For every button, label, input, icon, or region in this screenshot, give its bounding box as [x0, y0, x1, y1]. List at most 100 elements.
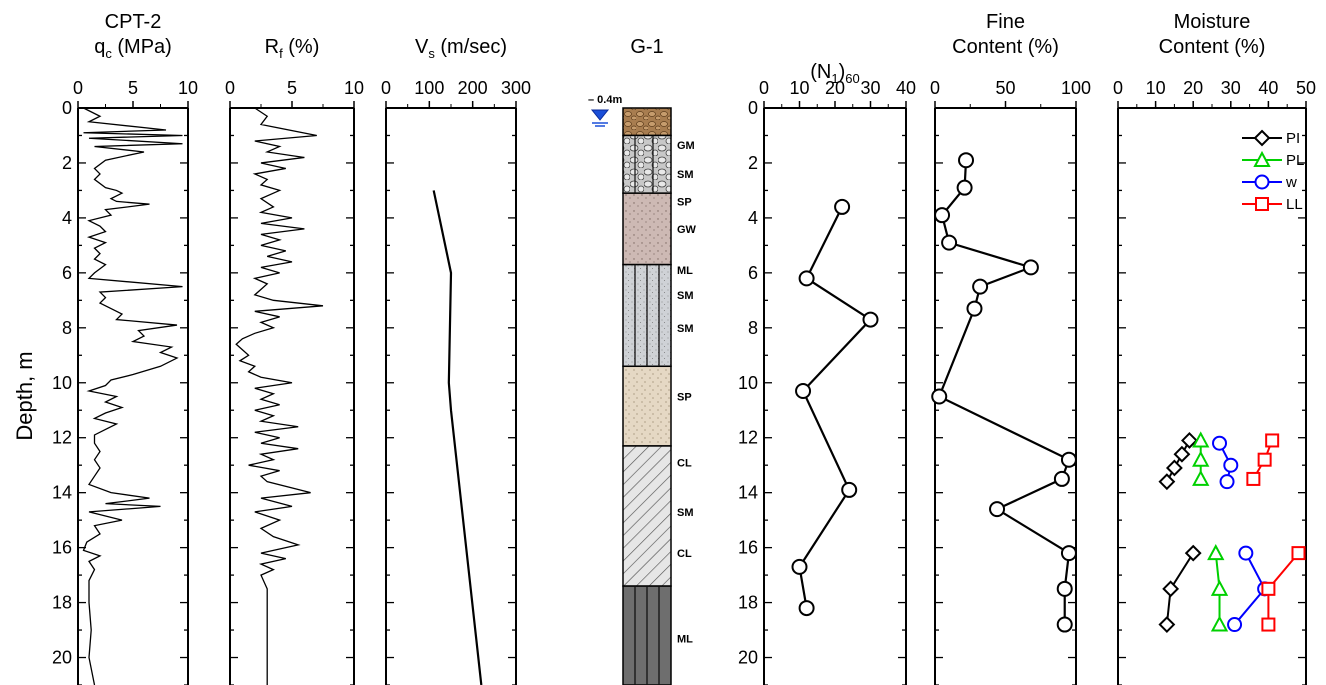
panel-title: qc (MPa): [94, 36, 172, 61]
panel-fc: 0 50 100 Fine Content (%): [930, 11, 1091, 685]
data-point: [798, 270, 815, 287]
data-point: [972, 278, 989, 295]
x-tick-label: 20: [1183, 78, 1203, 98]
marker-LL: [1265, 433, 1280, 448]
x-tick-label: 0: [1113, 78, 1123, 98]
marker-PL: [1210, 579, 1229, 596]
panel-title: Rf (%): [265, 36, 320, 61]
legend-marker-LL: [1255, 197, 1269, 211]
panel-title: CPT-2: [105, 11, 162, 33]
y-tick-label: 14: [738, 483, 758, 503]
borehole-layer: [622, 107, 672, 137]
panel-mc: 0 10 20 30 40 50 Moisture Content (%): [1113, 11, 1316, 685]
marker-LL: [1246, 471, 1261, 486]
panel-title: Content (%): [952, 36, 1059, 58]
marker-PI: [1158, 616, 1176, 633]
series-line-vs: [432, 190, 483, 685]
x-tick-label: 100: [1061, 78, 1091, 98]
marker-w: [1212, 435, 1228, 451]
y-tick-label: 6: [748, 263, 758, 283]
series-line-n160: [798, 206, 873, 609]
soil-label: SM: [677, 507, 694, 519]
legend-marker-PI: [1253, 129, 1271, 147]
data-point: [1060, 451, 1077, 468]
data-point: [956, 179, 973, 196]
x-tick-label: 0: [759, 78, 769, 98]
marker-PL: [1192, 469, 1210, 486]
panel-title: Content (%): [1159, 36, 1266, 58]
x-tick-label: 20: [825, 78, 845, 98]
data-point: [931, 388, 948, 405]
x-tick-label: 30: [860, 78, 880, 98]
panel-title: Fine: [986, 11, 1025, 33]
y-tick-label: 18: [738, 593, 758, 613]
y-tick-label: 12: [738, 428, 758, 448]
borehole-layer: [622, 365, 672, 447]
series-line-qc: [82, 107, 183, 685]
x-tick-label: 40: [1258, 78, 1278, 98]
x-tick-label: 10: [1146, 78, 1166, 98]
data-point: [958, 152, 975, 169]
y-tick-label: 10: [738, 373, 758, 393]
water-table-icon: [590, 109, 610, 121]
y-tick-label: 18: [52, 593, 72, 613]
panel-vs: 0 100 200 300 Vs (m/sec): [381, 36, 531, 685]
y-tick-label: 0: [748, 98, 758, 118]
y-tick-label: 4: [748, 208, 758, 228]
x-tick-label: 5: [287, 78, 297, 98]
y-tick-label: 8: [62, 318, 72, 338]
panel-qc: 0 5 10 0 2 4 6 8 10 12 14 16 18 20 CPT-2 qc (MPa): [52, 11, 198, 685]
panel-title: Moisture: [1174, 11, 1251, 33]
y-tick-label: 4: [62, 208, 72, 228]
panel-title: Vs (m/sec): [415, 36, 507, 61]
x-tick-label: 50: [995, 78, 1015, 98]
data-point: [966, 300, 983, 317]
marker-PI: [1158, 473, 1176, 491]
soil-label: SM: [677, 323, 694, 335]
y-tick-label: 2: [62, 153, 72, 173]
data-point: [1056, 580, 1073, 597]
x-tick-label: 300: [501, 78, 531, 98]
marker-LL: [1261, 617, 1276, 632]
marker-PI: [1184, 544, 1202, 562]
y-tick-label: 6: [62, 263, 72, 283]
legend-label: w: [1285, 174, 1297, 191]
data-point: [989, 501, 1006, 518]
panel-title: (N1)60: [810, 61, 859, 86]
panel-rf: 0 5 10 Rf (%): [225, 36, 364, 685]
x-tick-label: 40: [896, 78, 916, 98]
marker-LL: [1257, 452, 1272, 467]
x-tick-label: 0: [225, 78, 235, 98]
y-tick-label: 14: [52, 483, 72, 503]
data-point: [1053, 470, 1070, 487]
y-tick-label: 0: [62, 98, 72, 118]
x-tick-label: 0: [930, 78, 940, 98]
y-axis-label: Depth, m: [12, 351, 37, 440]
data-point: [1056, 616, 1073, 633]
x-tick-label: 0: [381, 78, 391, 98]
soil-label: CL: [677, 457, 692, 469]
legend-label: LL: [1286, 196, 1303, 213]
series-line-PI: [1166, 439, 1191, 483]
data-point: [798, 600, 815, 617]
data-point: [1060, 545, 1077, 562]
legend-marker-w: [1254, 174, 1270, 190]
data-point: [791, 558, 808, 575]
y-tick-label: 20: [52, 648, 72, 668]
marker-w: [1223, 457, 1239, 473]
soil-label: SP: [677, 196, 692, 208]
series-line-rf: [235, 107, 324, 685]
soil-label: SP: [677, 392, 692, 404]
marker-PI: [1162, 580, 1180, 598]
legend-marker-PL: [1253, 150, 1271, 167]
marker-PI: [1165, 459, 1183, 477]
y-tick-label: 16: [52, 538, 72, 558]
data-point: [941, 234, 958, 251]
x-tick-label: 200: [458, 78, 488, 98]
x-tick-label: 100: [414, 78, 444, 98]
marker-w: [1219, 474, 1235, 490]
y-tick-label: 8: [748, 318, 758, 338]
x-tick-label: 10: [789, 78, 809, 98]
